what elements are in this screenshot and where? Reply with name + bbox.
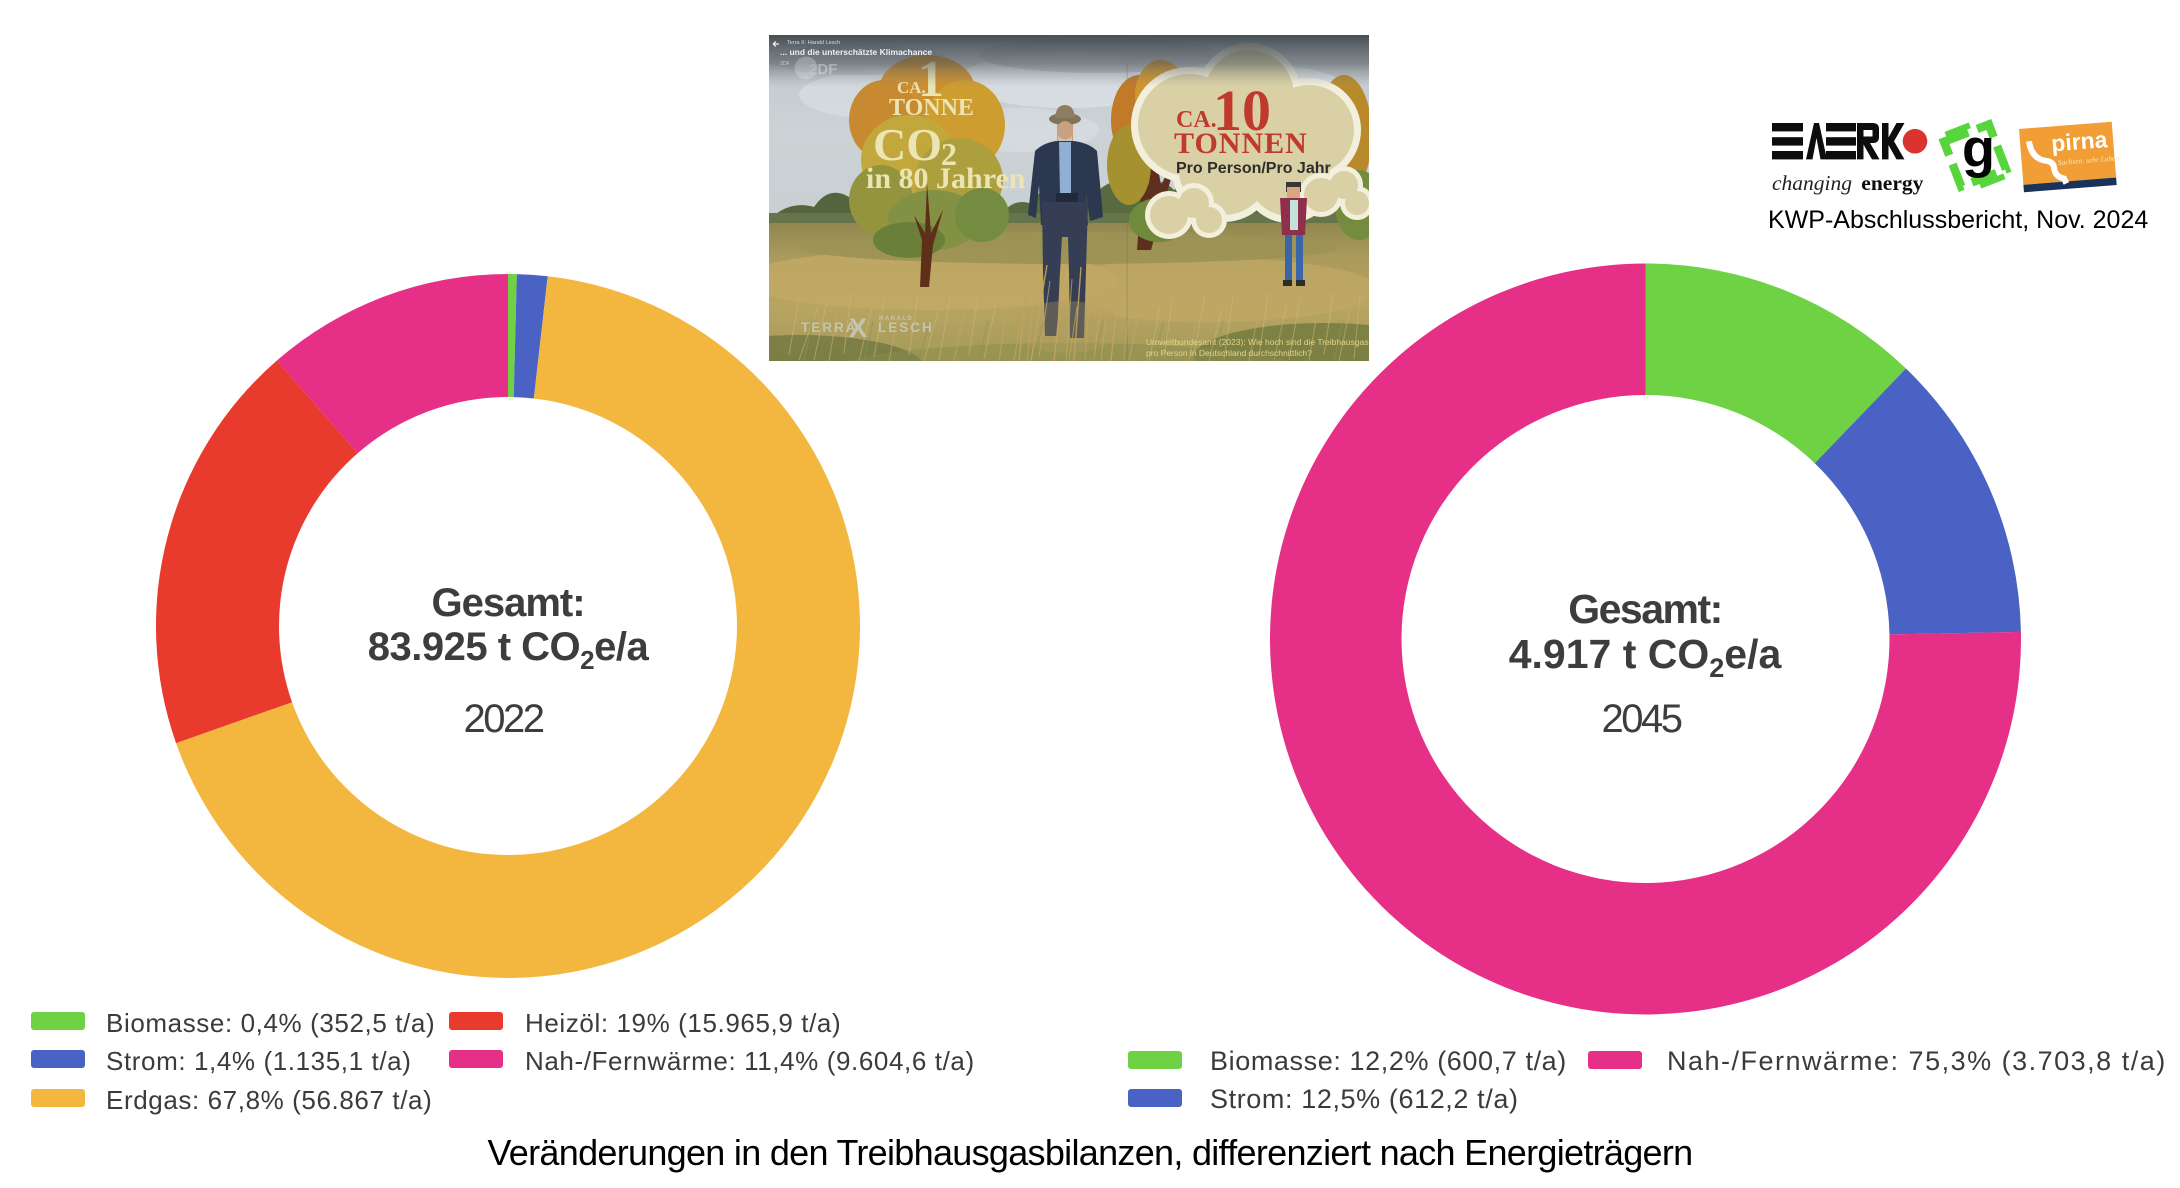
svg-text:ZDF: ZDF — [780, 61, 790, 67]
svg-text:CO: CO — [873, 119, 942, 170]
svg-text:pirna: pirna — [2050, 126, 2108, 156]
svg-text:10: 10 — [1213, 78, 1271, 143]
svg-text:TERRA: TERRA — [801, 320, 858, 335]
svg-text:energy: energy — [1857, 171, 1924, 195]
svg-text:TONNE: TONNE — [889, 95, 974, 121]
svg-text:Terra X: Harald Lesch: Terra X: Harald Lesch — [787, 40, 840, 46]
svg-text:... und die unterschätzte Klim: ... und die unterschätzte Klimachance — [780, 47, 932, 57]
svg-text:HARALD: HARALD — [879, 316, 913, 322]
svg-text:in 80 Jahren: in 80 Jahren — [866, 162, 1026, 195]
svg-text:2DF: 2DF — [809, 61, 837, 78]
svg-text:changing: changing — [1772, 171, 1852, 195]
svg-text:Pro Person/Pro Jahr: Pro Person/Pro Jahr — [1176, 160, 1331, 177]
svg-text:Umweltbundesamt (2023): Wie ho: Umweltbundesamt (2023): Wie hoch sind di… — [1146, 337, 1369, 347]
svg-text:LESCH: LESCH — [878, 320, 934, 335]
svg-text:TONNEN: TONNEN — [1174, 127, 1308, 160]
svg-text:CA.: CA. — [1176, 107, 1217, 133]
svg-text:X: X — [849, 313, 867, 343]
svg-text:2: 2 — [941, 136, 957, 172]
svg-text:g: g — [1962, 119, 1995, 179]
svg-text:pro Person in Deutschland durc: pro Person in Deutschland durchschnittli… — [1146, 348, 1312, 358]
